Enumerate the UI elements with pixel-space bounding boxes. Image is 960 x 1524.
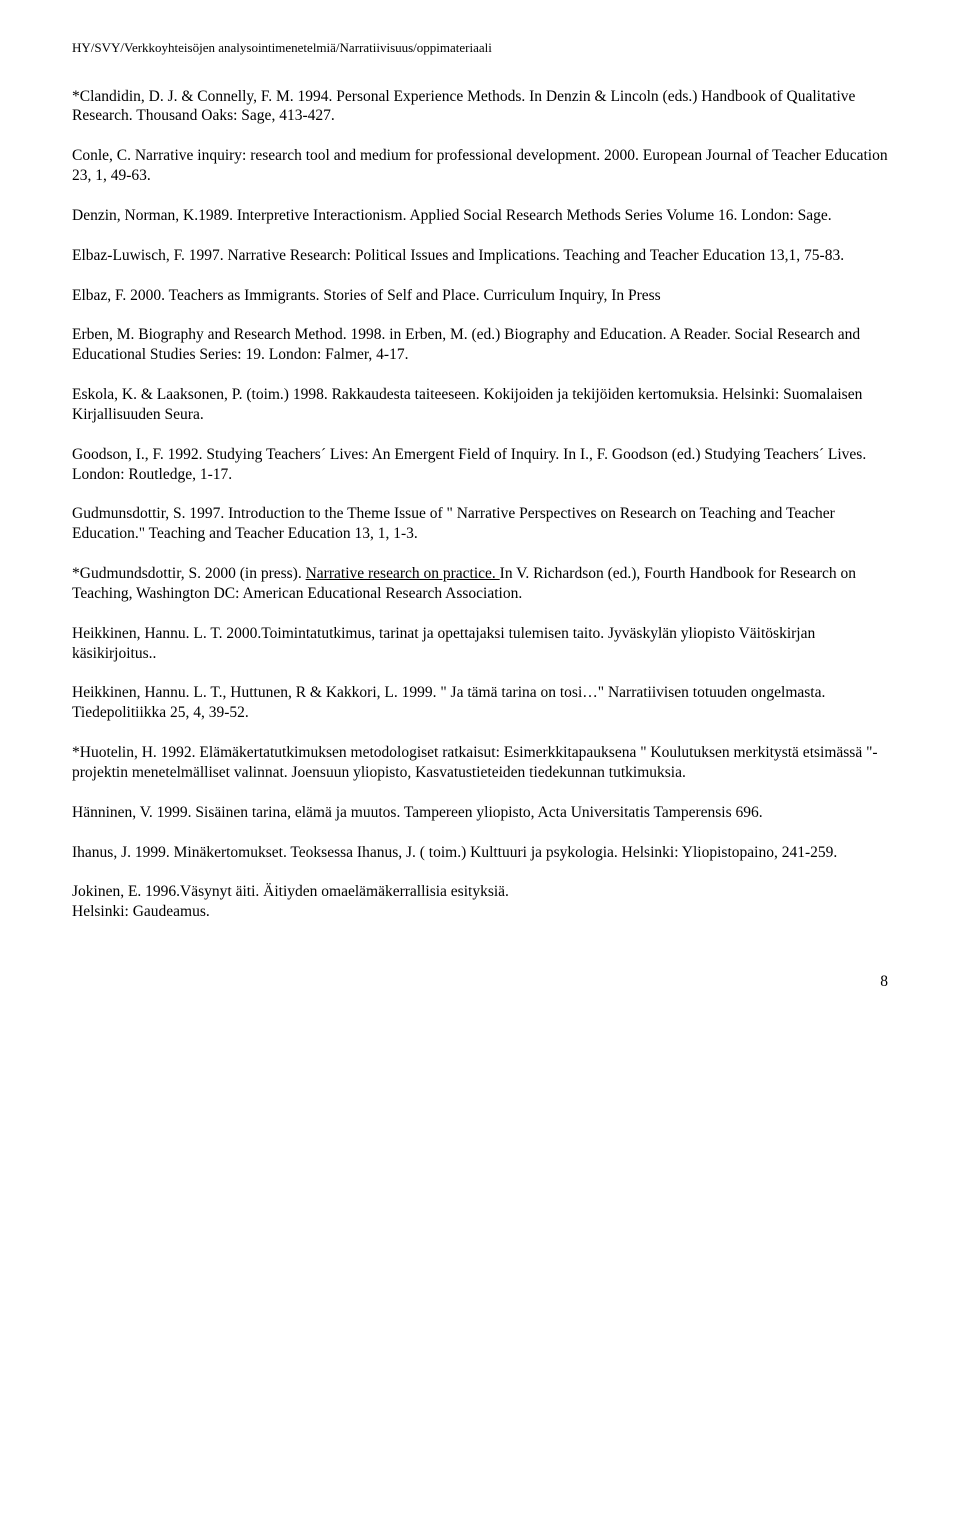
reference-entry: *Clandidin, D. J. & Connelly, F. M. 1994… (72, 87, 888, 127)
page-content: HY/SVY/Verkkoyhteisöjen analysointimenet… (0, 0, 960, 1032)
page-number: 8 (72, 972, 888, 992)
reference-link[interactable]: Narrative research on practice. (306, 565, 500, 582)
reference-entry: *Gudmundsdottir, S. 2000 (in press). Nar… (72, 564, 888, 604)
reference-entry: *Huotelin, H. 1992. Elämäkertatutkimukse… (72, 743, 888, 783)
page-header: HY/SVY/Verkkoyhteisöjen analysointimenet… (72, 40, 888, 57)
reference-entry: Elbaz-Luwisch, F. 1997. Narrative Resear… (72, 246, 888, 266)
reference-entry: Ihanus, J. 1999. Minäkertomukset. Teokse… (72, 843, 888, 863)
reference-entry: Heikkinen, Hannu. L. T., Huttunen, R & K… (72, 683, 888, 723)
reference-entry: Erben, M. Biography and Research Method.… (72, 325, 888, 365)
reference-entry: Jokinen, E. 1996.Väsynyt äiti. Äitiyden … (72, 882, 888, 922)
reference-entry: Denzin, Norman, K.1989. Interpretive Int… (72, 206, 888, 226)
reference-text: *Gudmundsdottir, S. 2000 (in press). (72, 565, 306, 582)
reference-entry: Eskola, K. & Laaksonen, P. (toim.) 1998.… (72, 385, 888, 425)
reference-entry: Hänninen, V. 1999. Sisäinen tarina, eläm… (72, 803, 888, 823)
reference-entry: Elbaz, F. 2000. Teachers as Immigrants. … (72, 286, 888, 306)
reference-entry: Heikkinen, Hannu. L. T. 2000.Toimintatut… (72, 624, 888, 664)
reference-entry: Gudmunsdottir, S. 1997. Introduction to … (72, 504, 888, 544)
reference-entry: Conle, C. Narrative inquiry: research to… (72, 146, 888, 186)
reference-entry: Goodson, I., F. 1992. Studying Teachers´… (72, 445, 888, 485)
